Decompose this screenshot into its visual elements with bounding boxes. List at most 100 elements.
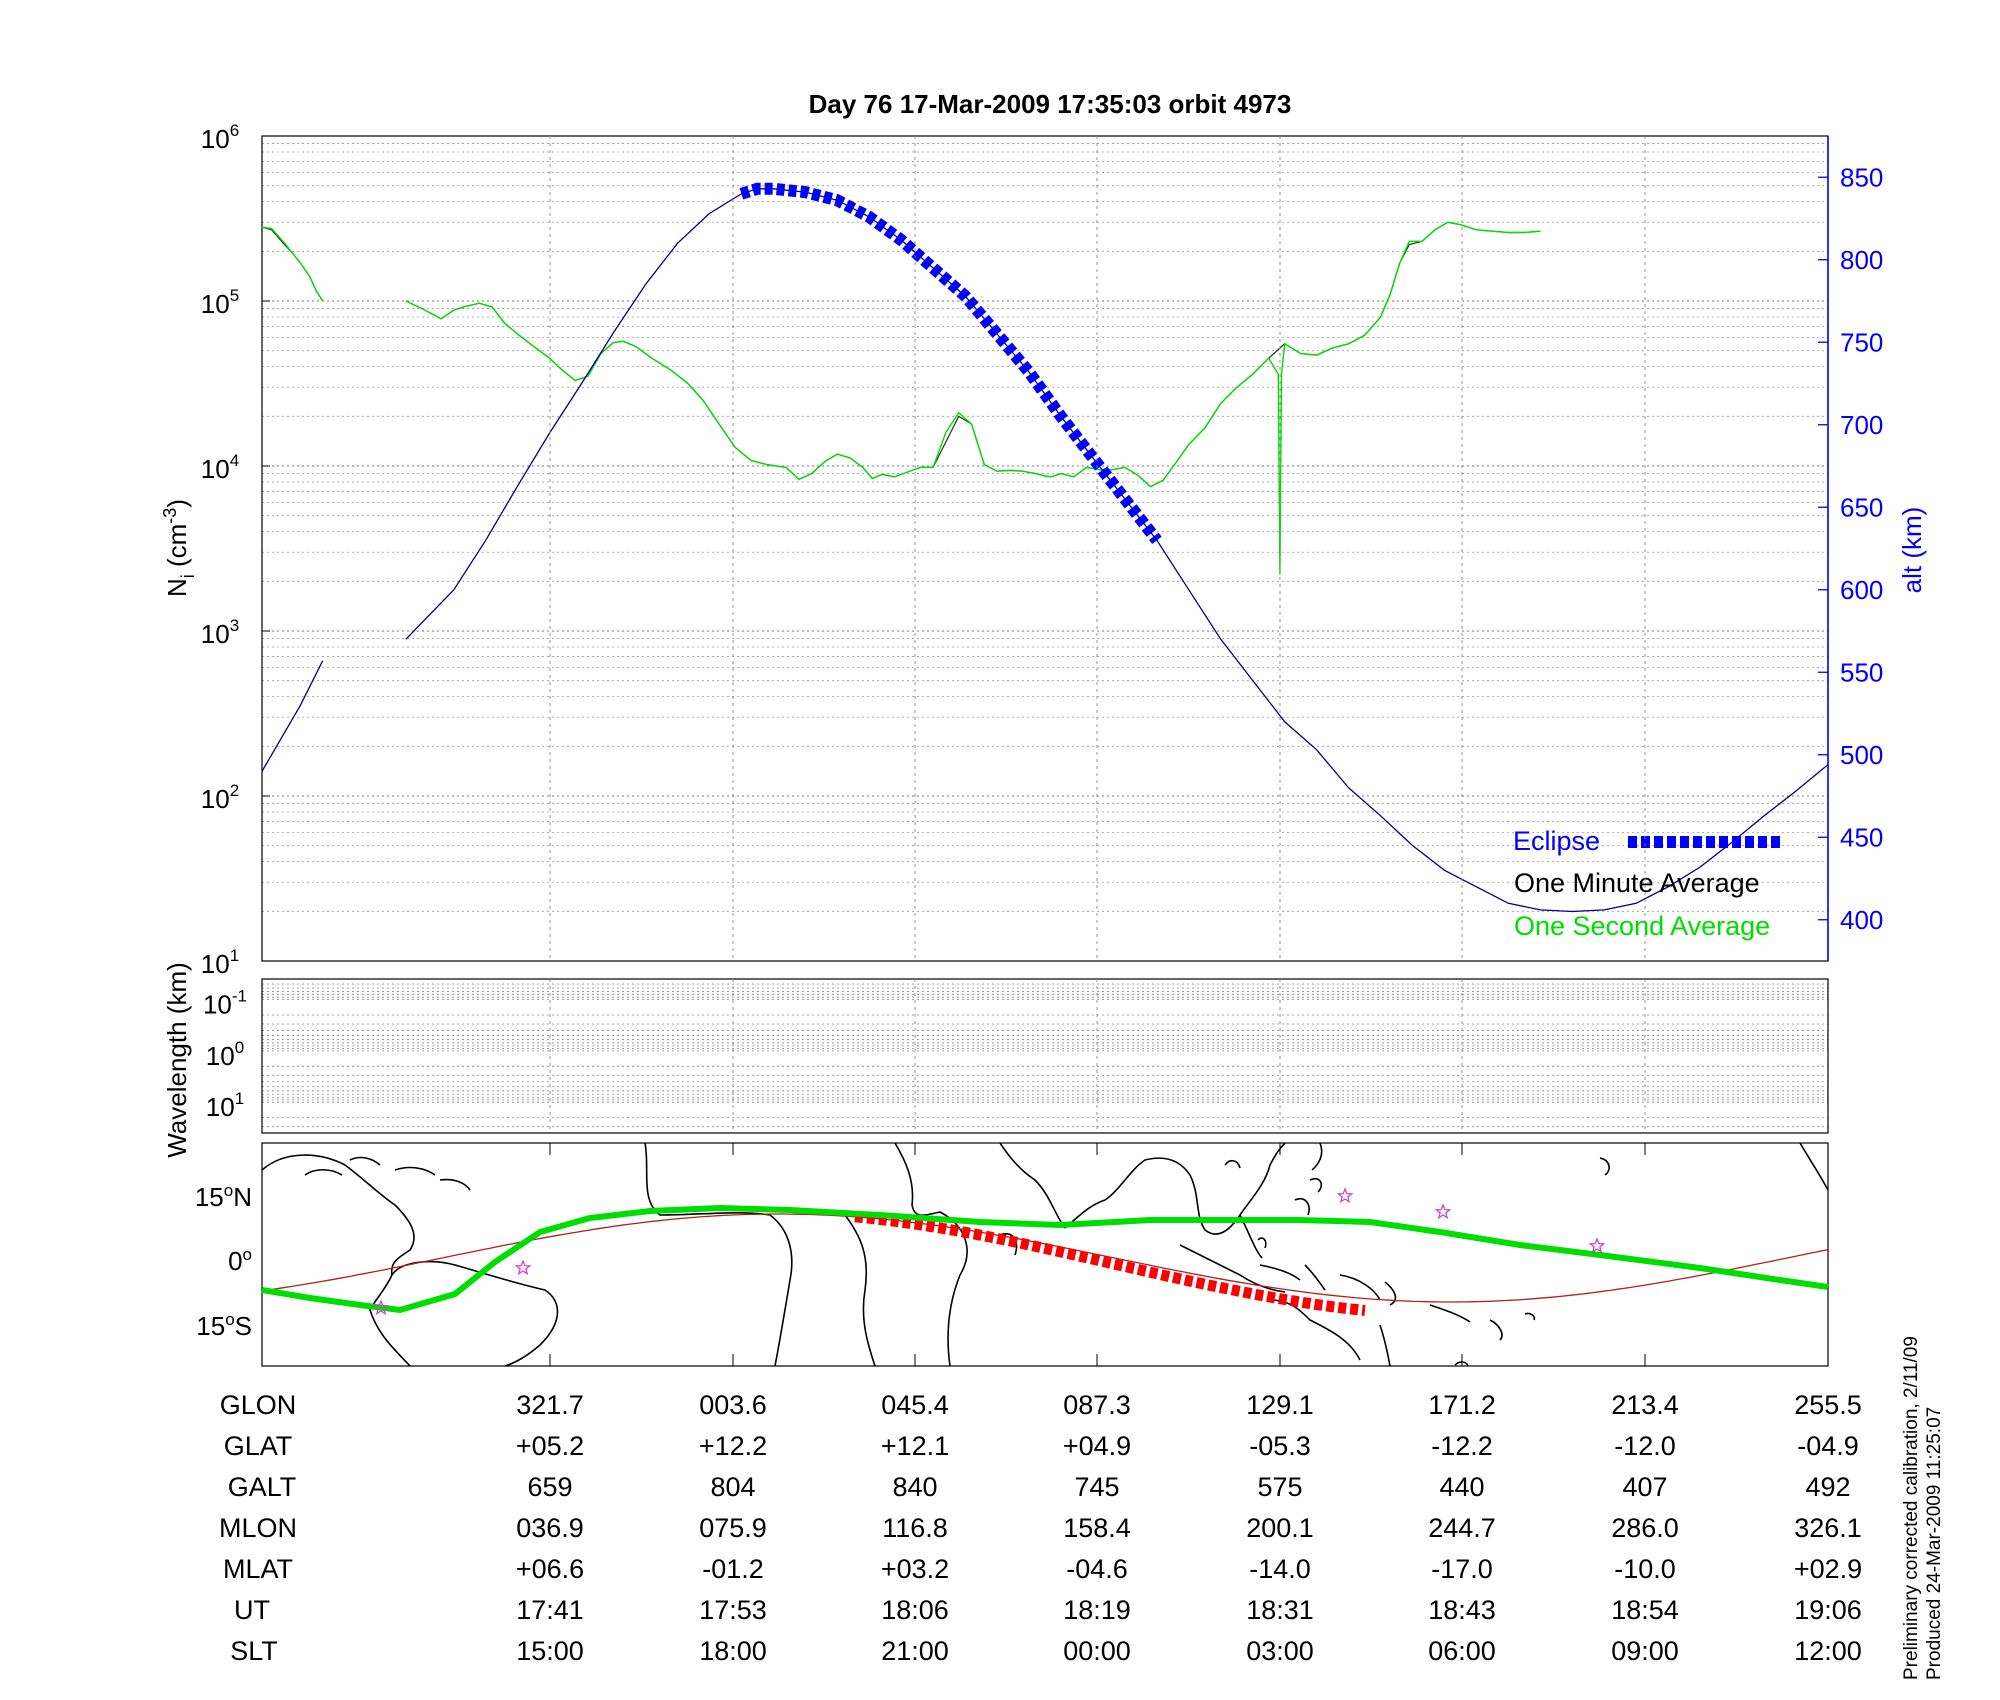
wavelength-tick-label: 10-1: [203, 987, 247, 1020]
table-cell: 18:19: [1063, 1595, 1131, 1625]
right-y-tick-label: 500: [1840, 740, 1883, 770]
table-cell: +06.6: [516, 1554, 584, 1584]
table-row-label: UT: [234, 1595, 270, 1625]
right-y-tick-labels: 850 800 750 700 650 600 550 500 450 400: [1818, 162, 1883, 935]
one-minute-average-line: [405, 221, 1541, 488]
table-cell: +12.2: [699, 1431, 767, 1461]
table-cell: 492: [1805, 1472, 1850, 1502]
map-panel: 15oN 0o 15oS: [195, 1142, 1829, 1367]
table-cell: 09:00: [1611, 1636, 1679, 1666]
map-plot-frame: [261, 1142, 1829, 1367]
one-minute-average-line: [261, 226, 324, 302]
table-cell: 00:00: [1063, 1636, 1131, 1666]
table-cell: +02.9: [1794, 1554, 1862, 1584]
station-star-marker: [372, 1299, 390, 1316]
coastlines: [261, 1142, 1829, 1367]
wavelength-tick-label: 101: [206, 1089, 244, 1122]
magnetic-equator-line: [261, 1204, 1829, 1314]
table-cell: 745: [1074, 1472, 1119, 1502]
wavelength-plot-frame: [261, 978, 1829, 1134]
table-cell: 171.2: [1428, 1390, 1496, 1420]
table-cell: 17:41: [516, 1595, 584, 1625]
map-tracks: [261, 1187, 1829, 1316]
table-cell: 003.6: [699, 1390, 767, 1420]
table-cell: 18:43: [1428, 1595, 1496, 1625]
latitude-tick-labels: 15oN 0o 15oS: [195, 1181, 252, 1341]
right-y-tick-label: 600: [1840, 575, 1883, 605]
table-cell: 158.4: [1063, 1513, 1131, 1543]
left-y-tick-label: 103: [201, 616, 239, 649]
table-cell: -12.2: [1431, 1431, 1493, 1461]
table-cell: 17:53: [699, 1595, 767, 1625]
wavelength-y-axis-label: Wavelength (km): [162, 962, 192, 1158]
latitude-tick-label: 15oN: [195, 1181, 252, 1212]
table-cell: +03.2: [881, 1554, 949, 1584]
altitude-axis-label: alt (km): [1897, 507, 1927, 594]
left-y-tick-label: 104: [201, 451, 239, 484]
table-cell: 03:00: [1246, 1636, 1314, 1666]
table-cell: 326.1: [1794, 1513, 1862, 1543]
vertical-gridlines: [549, 136, 1646, 1366]
right-y-tick-label: 800: [1840, 245, 1883, 275]
right-y-tick-label: 700: [1840, 410, 1883, 440]
chart-title: Day 76 17-Mar-2009 17:35:03 orbit 4973: [809, 89, 1292, 119]
wavelength-panel: 10-1 100 101 Wavelength (km): [162, 962, 1829, 1158]
left-y-tick-label: 102: [201, 781, 239, 814]
right-y-tick-label: 850: [1840, 162, 1883, 192]
station-star-marker: [1588, 1237, 1606, 1254]
table-row-label: GLAT: [224, 1431, 293, 1461]
left-y-tick-label: 105: [201, 286, 239, 319]
right-y-tick-label: 400: [1840, 905, 1883, 935]
table-cell: 440: [1439, 1472, 1484, 1502]
table-cell: 129.1: [1246, 1390, 1314, 1420]
station-star-marker: [514, 1259, 532, 1276]
table-cell: 18:31: [1246, 1595, 1314, 1625]
altitude-line: [405, 188, 1829, 913]
table-cell: 804: [710, 1472, 755, 1502]
table-cell: 15:00: [516, 1636, 584, 1666]
table-cell: 087.3: [1063, 1390, 1131, 1420]
table-cell: 12:00: [1794, 1636, 1862, 1666]
footer-produced-date: Produced 24-Mar-2009 11:25:07: [1924, 1407, 1945, 1680]
table-row-label: SLT: [230, 1636, 278, 1666]
table-cell: +05.2: [516, 1431, 584, 1461]
right-y-tick-label: 550: [1840, 657, 1883, 687]
left-y-tick-label: 101: [201, 946, 239, 979]
left-y-tick-label: 106: [201, 121, 239, 154]
legend: Eclipse One Minute Average One Second Av…: [1513, 826, 1780, 941]
legend-eclipse-label: Eclipse: [1513, 826, 1600, 856]
table-cell: 255.5: [1794, 1390, 1862, 1420]
table-cell: 200.1: [1246, 1513, 1314, 1543]
latitude-tick-label: 0o: [228, 1245, 252, 1276]
table-cell: 18:54: [1611, 1595, 1679, 1625]
table-cell: 075.9: [699, 1513, 767, 1543]
right-y-tick-label: 750: [1840, 327, 1883, 357]
table-cell: -14.0: [1249, 1554, 1311, 1584]
table-row-label: MLON: [219, 1513, 297, 1543]
legend-second-label: One Second Average: [1514, 911, 1770, 941]
density-panel: 106 105 104 103 102 101 850 800 750 700 650 600 550…: [160, 121, 1927, 979]
left-y-tick-labels: 106 105 104 103 102 101: [201, 121, 270, 979]
wavelength-tick-labels: 10-1 100 101: [203, 987, 247, 1123]
orbit-parameter-table: GLON GLAT GALT MLON MLAT UT SLT 321.7 +05.2 659 03…: [219, 1390, 1862, 1666]
table-row-label: MLAT: [223, 1554, 293, 1584]
station-star-marker: [1434, 1203, 1452, 1220]
table-cell: -17.0: [1431, 1554, 1493, 1584]
eclipse-segment: [739, 182, 1162, 544]
table-cell: 407: [1622, 1472, 1667, 1502]
eclipse-ground-track: [854, 1211, 1366, 1316]
table-cell: 321.7: [516, 1390, 584, 1420]
density-y-axis-label: Ni (cm-3): [160, 499, 198, 597]
table-cell: -12.0: [1614, 1431, 1676, 1461]
one-second-average-line: [261, 226, 324, 302]
table-cell: 21:00: [881, 1636, 949, 1666]
latitude-tick-label: 15oS: [196, 1310, 252, 1341]
table-row-label: GALT: [228, 1472, 297, 1502]
density-gridlines: [262, 143, 1828, 962]
right-y-tick-label: 650: [1840, 492, 1883, 522]
table-cell: 286.0: [1611, 1513, 1679, 1543]
table-cell: 18:00: [699, 1636, 767, 1666]
table-cell: 19:06: [1794, 1595, 1862, 1625]
table-cell: 213.4: [1611, 1390, 1679, 1420]
